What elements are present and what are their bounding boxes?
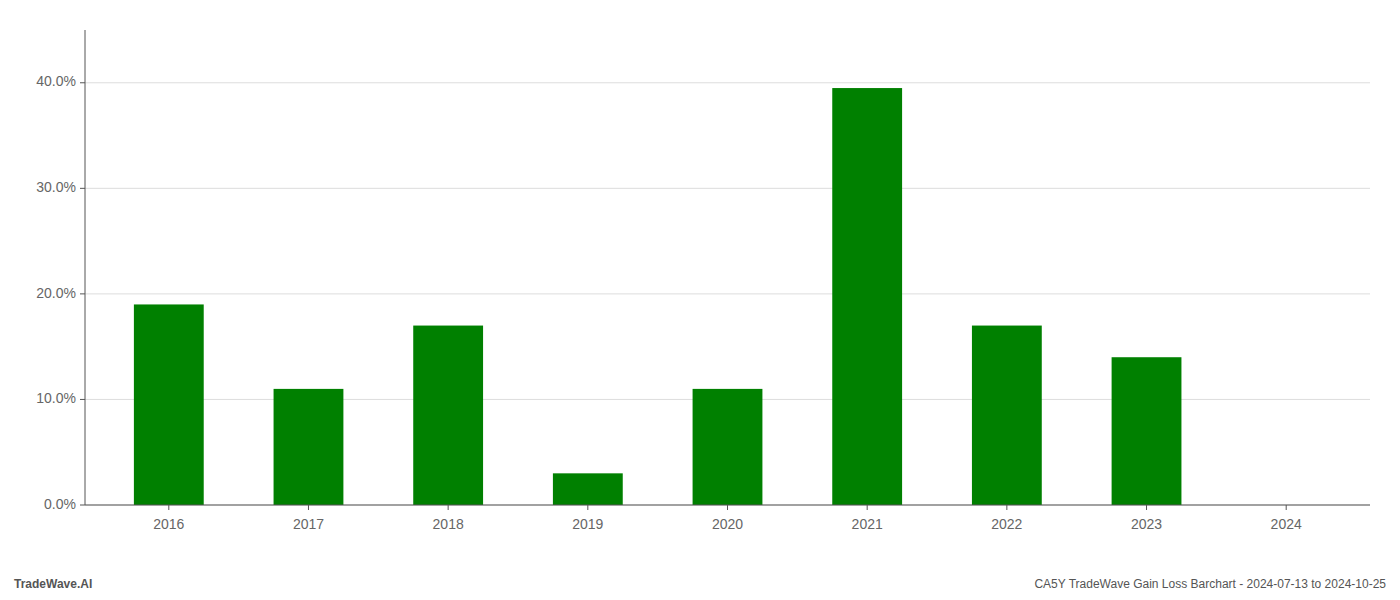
x-tick-label: 2019 <box>572 516 603 532</box>
x-tick <box>308 505 309 510</box>
x-tick-label: 2024 <box>1271 516 1302 532</box>
y-tick <box>80 293 85 294</box>
x-tick <box>1146 505 1147 510</box>
x-tick-label: 2016 <box>153 516 184 532</box>
x-tick <box>168 505 169 510</box>
bar <box>972 326 1042 505</box>
x-tick-label: 2023 <box>1131 516 1162 532</box>
y-axis-line <box>85 30 86 505</box>
bar <box>413 326 483 505</box>
footer-right: CA5Y TradeWave Gain Loss Barchart - 2024… <box>1034 577 1386 591</box>
x-tick-label: 2022 <box>991 516 1022 532</box>
footer: TradeWave.AI CA5Y TradeWave Gain Loss Bar… <box>14 577 1386 591</box>
bar <box>832 88 902 505</box>
x-tick <box>448 505 449 510</box>
footer-left: TradeWave.AI <box>14 577 92 591</box>
grid-line <box>85 188 1370 189</box>
bar <box>134 304 204 505</box>
y-tick <box>80 505 85 506</box>
y-tick-label: 40.0% <box>36 73 76 89</box>
x-tick <box>727 505 728 510</box>
y-tick-label: 0.0% <box>44 496 76 512</box>
grid-line <box>85 293 1370 294</box>
y-tick-label: 10.0% <box>36 390 76 406</box>
bar <box>274 389 344 505</box>
x-tick-label: 2021 <box>852 516 883 532</box>
y-tick <box>80 188 85 189</box>
chart-svg: 0.0% 10.0% 20.0% 30.0% 40.0% 2016 2017 2018 2019… <box>0 0 1400 600</box>
grid <box>85 83 1370 505</box>
chart-container: 0.0% 10.0% 20.0% 30.0% 40.0% 2016 2017 2018 2019… <box>0 0 1400 600</box>
bar <box>553 473 623 505</box>
y-tick <box>80 399 85 400</box>
bar <box>693 389 763 505</box>
y-tick-label: 20.0% <box>36 285 76 301</box>
y-tick-label: 30.0% <box>36 179 76 195</box>
x-tick-label: 2018 <box>433 516 464 532</box>
x-tick <box>1006 505 1007 510</box>
bars <box>134 88 1182 505</box>
x-tick <box>587 505 588 510</box>
bar <box>1112 357 1182 505</box>
y-axis: 0.0% 10.0% 20.0% 30.0% 40.0% <box>36 30 85 512</box>
x-tick-label: 2017 <box>293 516 324 532</box>
x-tick-label: 2020 <box>712 516 743 532</box>
y-tick <box>80 82 85 83</box>
x-tick <box>1286 505 1287 510</box>
x-axis: 2016 2017 2018 2019 2020 2021 2022 2023 2024 <box>85 505 1370 532</box>
x-tick <box>867 505 868 510</box>
grid-line <box>85 82 1370 83</box>
